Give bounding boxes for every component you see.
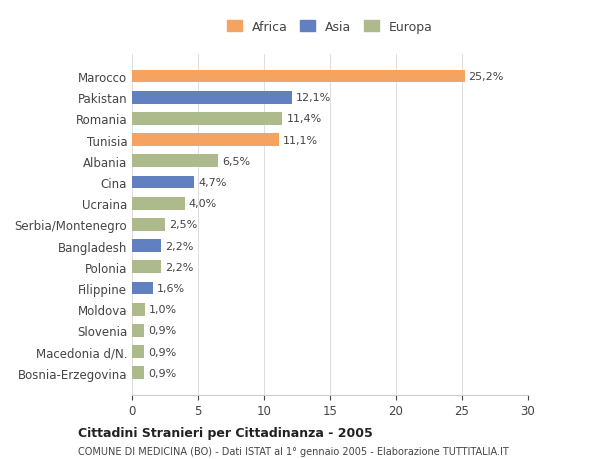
- Text: 0,9%: 0,9%: [148, 368, 176, 378]
- Bar: [132, 176, 194, 189]
- Text: 11,4%: 11,4%: [286, 114, 322, 124]
- Bar: [132, 325, 144, 337]
- Bar: [132, 197, 185, 210]
- Text: 2,2%: 2,2%: [165, 241, 193, 251]
- Bar: [132, 155, 218, 168]
- Text: 0,9%: 0,9%: [148, 347, 176, 357]
- Bar: [132, 346, 144, 358]
- Bar: [132, 261, 161, 274]
- Bar: [132, 218, 165, 231]
- Text: COMUNE DI MEDICINA (BO) - Dati ISTAT al 1° gennaio 2005 - Elaborazione TUTTITALI: COMUNE DI MEDICINA (BO) - Dati ISTAT al …: [78, 447, 509, 456]
- Bar: [132, 92, 292, 104]
- Text: 1,0%: 1,0%: [149, 304, 177, 314]
- Text: 25,2%: 25,2%: [469, 72, 504, 82]
- Text: 11,1%: 11,1%: [283, 135, 317, 146]
- Legend: Africa, Asia, Europa: Africa, Asia, Europa: [223, 17, 437, 38]
- Bar: [132, 71, 464, 83]
- Bar: [132, 134, 278, 147]
- Text: 2,5%: 2,5%: [169, 220, 197, 230]
- Text: 0,9%: 0,9%: [148, 326, 176, 336]
- Text: 4,0%: 4,0%: [189, 199, 217, 209]
- Text: 6,5%: 6,5%: [222, 157, 250, 167]
- Bar: [132, 240, 161, 252]
- Bar: [132, 113, 283, 125]
- Bar: [132, 282, 153, 295]
- Text: 1,6%: 1,6%: [157, 283, 185, 293]
- Bar: [132, 367, 144, 379]
- Text: 4,7%: 4,7%: [198, 178, 226, 188]
- Text: 12,1%: 12,1%: [296, 93, 331, 103]
- Bar: [132, 303, 145, 316]
- Text: Cittadini Stranieri per Cittadinanza - 2005: Cittadini Stranieri per Cittadinanza - 2…: [78, 426, 373, 439]
- Text: 2,2%: 2,2%: [165, 262, 193, 272]
